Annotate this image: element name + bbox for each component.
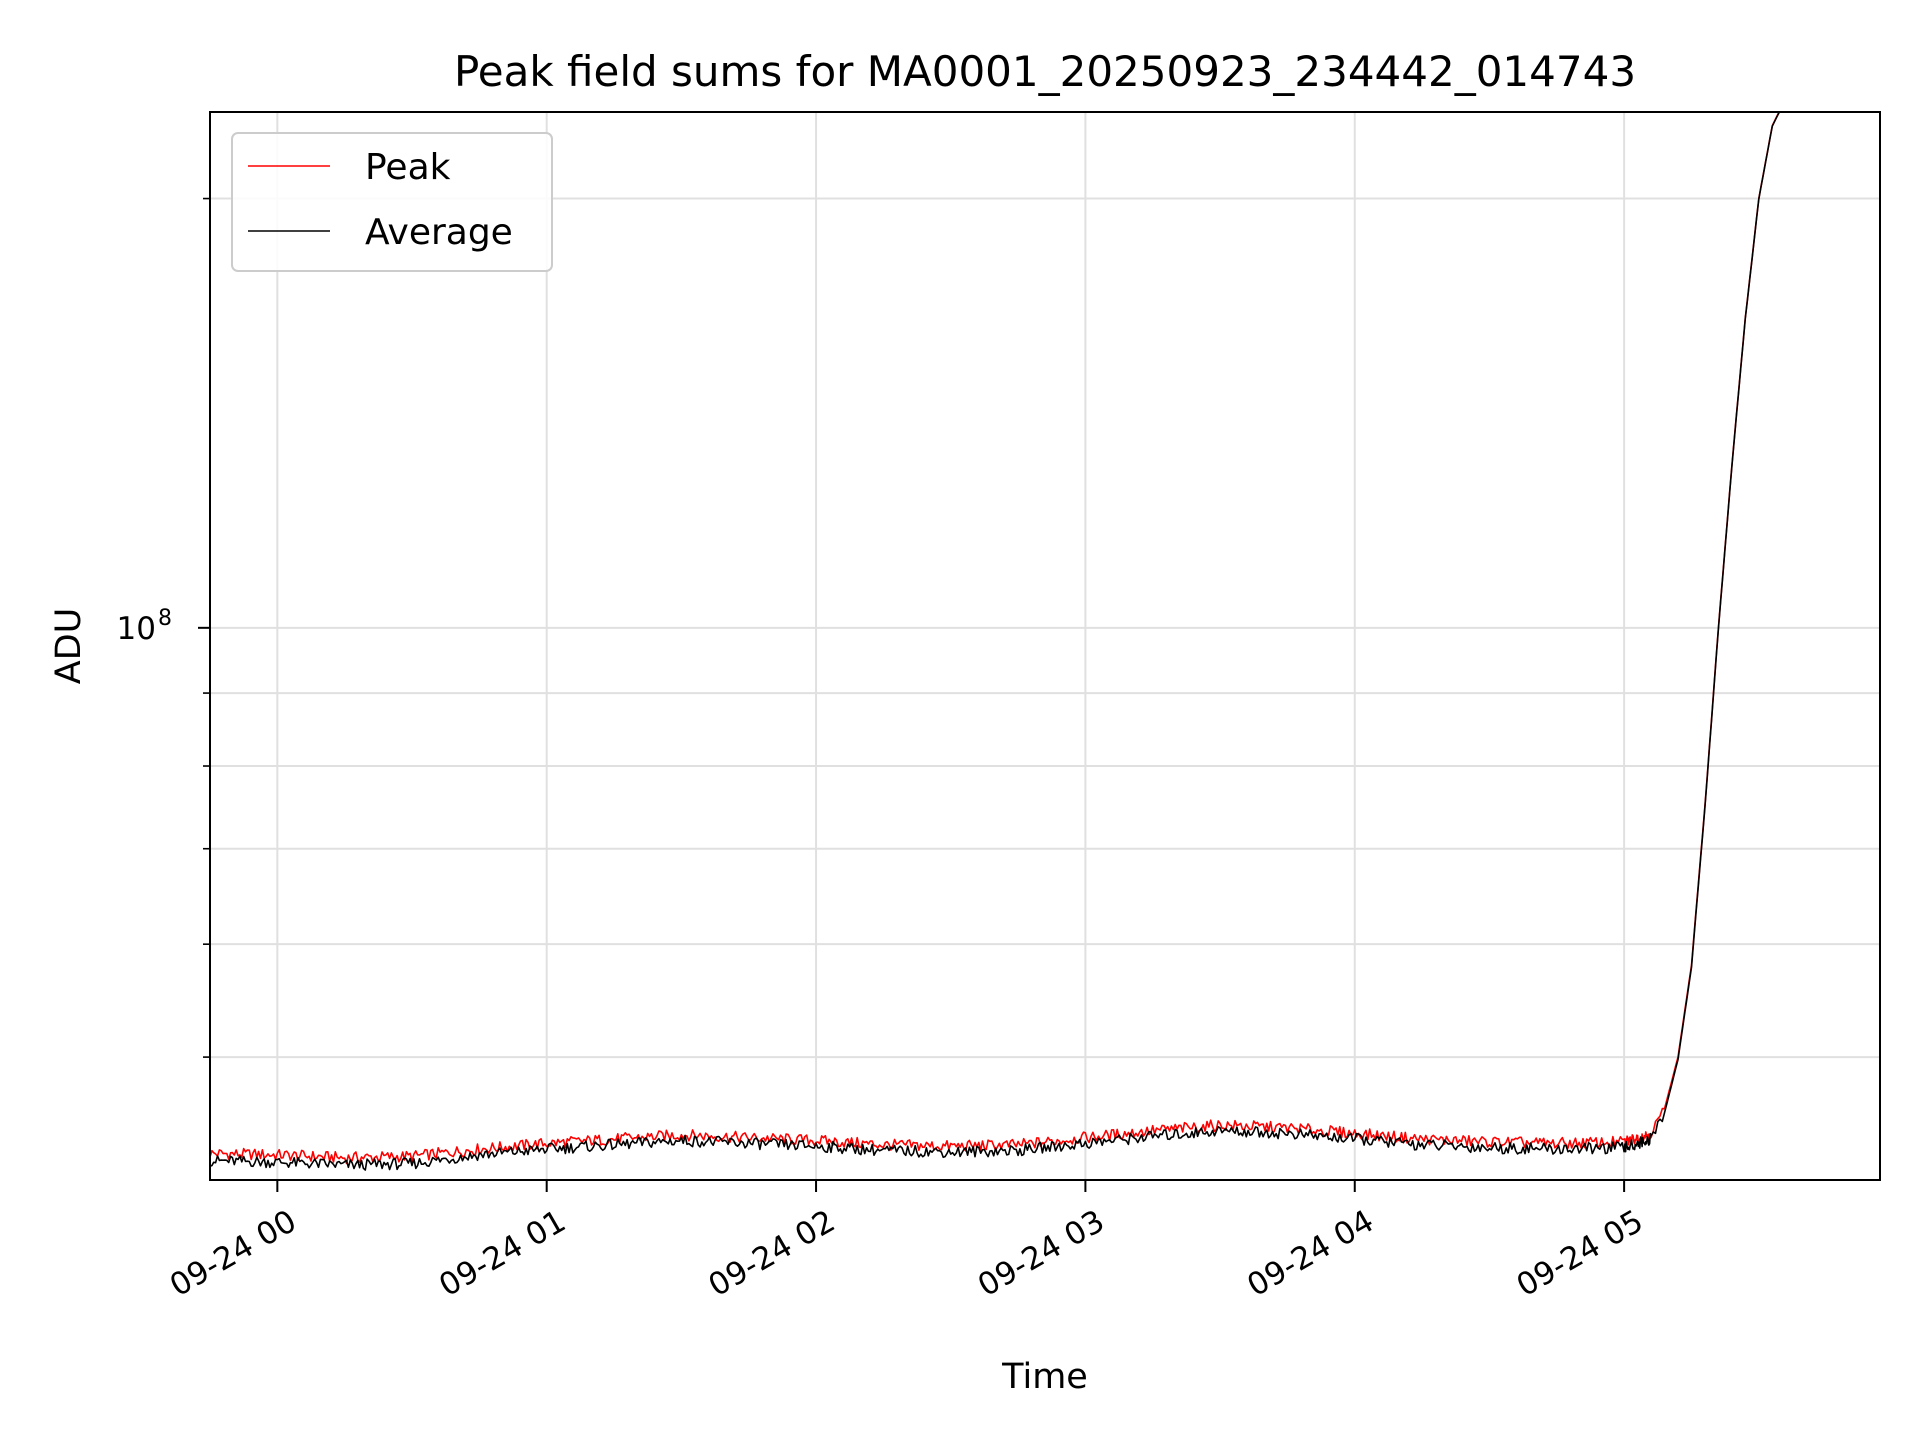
legend-box xyxy=(231,132,553,272)
series-layer xyxy=(210,112,1781,1171)
legend-label-average: Average xyxy=(365,212,513,253)
plot-frame xyxy=(209,111,1881,1181)
grid-lines xyxy=(210,112,1880,1180)
legend: Peak Average xyxy=(231,132,553,272)
y-axis-ticks: 10 8 xyxy=(117,197,210,1058)
plot-area xyxy=(210,112,1781,1171)
y-tick-label-exponent: 8 xyxy=(158,606,172,631)
legend-label-peak: Peak xyxy=(365,147,451,188)
chart-title: Peak field sums for MA0001_20250923_2344… xyxy=(454,47,1636,96)
x-axis-label: Time xyxy=(1001,1357,1088,1397)
y-axis-label: ADU xyxy=(49,608,89,685)
series-line-average xyxy=(210,112,1781,1171)
y-tick-label: 10 xyxy=(117,611,156,647)
